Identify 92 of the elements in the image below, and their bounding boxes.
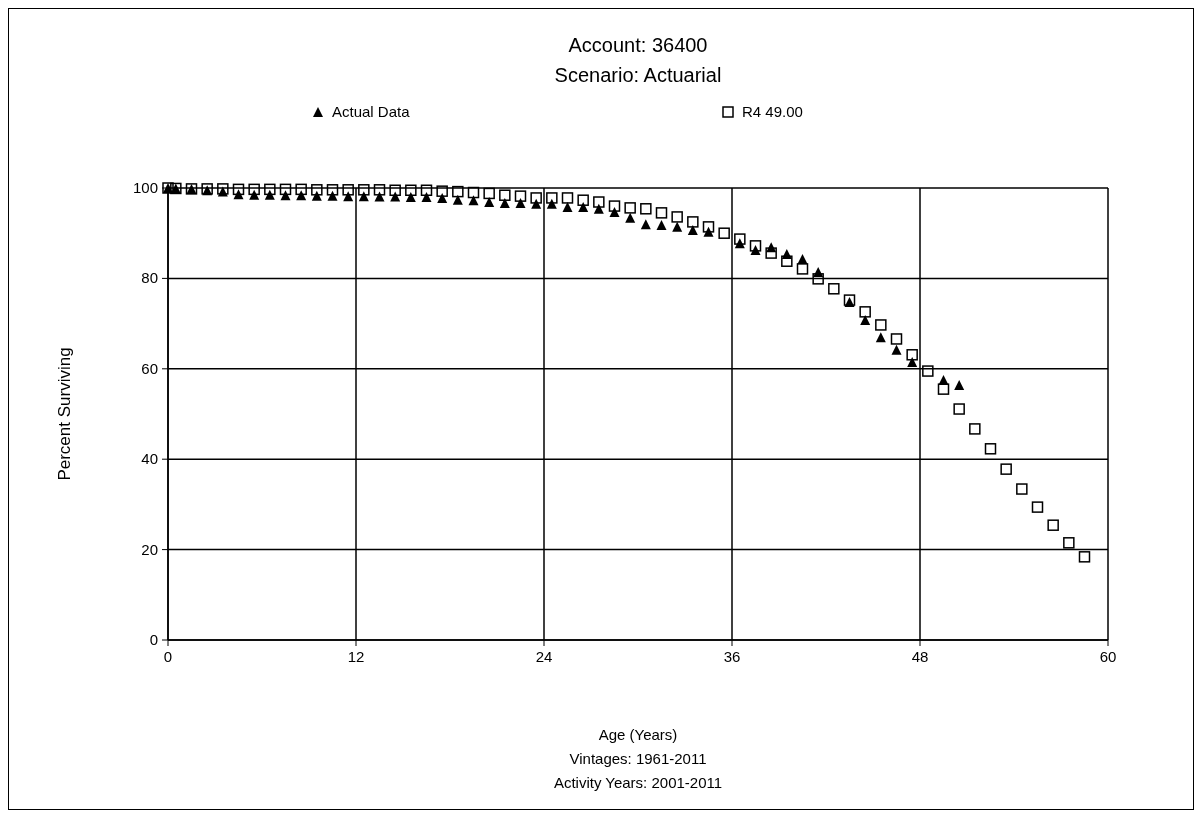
point: [671, 211, 683, 223]
point: [1031, 501, 1044, 513]
point: [420, 184, 433, 197]
x-tick-label: 60: [1099, 648, 1117, 665]
point: [295, 183, 307, 196]
point: [436, 185, 448, 197]
point: [484, 197, 495, 208]
point: [1063, 537, 1075, 549]
point: [891, 344, 902, 355]
point: [264, 189, 275, 200]
x-tick-label: 12: [347, 648, 365, 665]
point: [577, 194, 589, 206]
point: [781, 255, 793, 267]
point: [672, 221, 683, 232]
point: [1047, 519, 1059, 531]
point: [1016, 483, 1028, 495]
point: [984, 443, 997, 455]
point: [953, 403, 965, 415]
y-tick-label: 40: [141, 450, 158, 468]
point: [373, 184, 386, 196]
x-tick-label: 24: [535, 648, 553, 665]
point: [390, 191, 401, 202]
point: [562, 201, 573, 212]
x-tick-label: 48: [911, 648, 929, 665]
point: [499, 189, 511, 201]
y-tick-label: 0: [149, 631, 158, 648]
point: [326, 184, 339, 196]
point: [875, 319, 887, 331]
point: [1078, 551, 1091, 563]
point: [937, 383, 950, 395]
point: [969, 423, 981, 435]
point: [405, 192, 416, 203]
point: [483, 187, 495, 200]
point: [640, 203, 652, 215]
y-axis-title: Percent Surviving: [55, 347, 74, 481]
point: [342, 184, 354, 196]
x-tick-label: 0: [163, 648, 173, 665]
point: [656, 220, 667, 231]
point: [890, 333, 903, 345]
point: [1000, 463, 1012, 475]
point: [358, 184, 370, 196]
point: [280, 190, 291, 201]
point: [405, 184, 417, 197]
y-tick-label: 20: [141, 540, 158, 558]
point: [311, 184, 323, 196]
point: [389, 184, 401, 197]
point: [232, 183, 245, 196]
point: [546, 192, 558, 204]
point: [421, 192, 432, 203]
point: [687, 216, 699, 228]
point: [625, 212, 636, 223]
point: [687, 225, 698, 236]
point: [954, 380, 965, 391]
point: [264, 183, 276, 196]
point: [608, 200, 621, 212]
point: [796, 263, 809, 275]
x-tick-label: 36: [723, 648, 741, 665]
point: [812, 273, 824, 285]
point: [624, 202, 636, 214]
y-tick-label: 80: [141, 269, 158, 287]
point: [702, 221, 715, 233]
point: [468, 195, 479, 206]
y-tick-label: 60: [141, 359, 158, 377]
point: [593, 196, 605, 208]
point: [561, 192, 574, 204]
y-tick-label: 100: [132, 179, 158, 196]
point: [922, 365, 934, 377]
point: [514, 190, 527, 202]
chart-title: Account: 36400: [568, 34, 708, 56]
point: [749, 240, 762, 252]
point: [452, 194, 463, 205]
chart-subtitle: Scenario: Actuarial: [554, 64, 722, 86]
point: [906, 349, 918, 361]
point: [249, 189, 260, 200]
x-axis-title: Age (Years): [598, 726, 678, 743]
point: [452, 185, 464, 198]
legend-label: Actual Data: [332, 103, 411, 120]
point: [248, 183, 260, 196]
point: [655, 207, 668, 219]
point: [765, 247, 777, 259]
point: [828, 283, 840, 295]
point: [718, 227, 730, 239]
point: [279, 183, 292, 196]
point: [467, 186, 480, 199]
point: [530, 192, 542, 204]
text: Vintages: 1961-2011: [569, 750, 707, 767]
point: [859, 306, 871, 318]
text: Activity Years: 2001-2011: [553, 774, 723, 791]
legend-label: R4 49.00: [742, 103, 803, 120]
point: [734, 233, 746, 245]
point: [640, 219, 651, 230]
point: [875, 332, 886, 343]
